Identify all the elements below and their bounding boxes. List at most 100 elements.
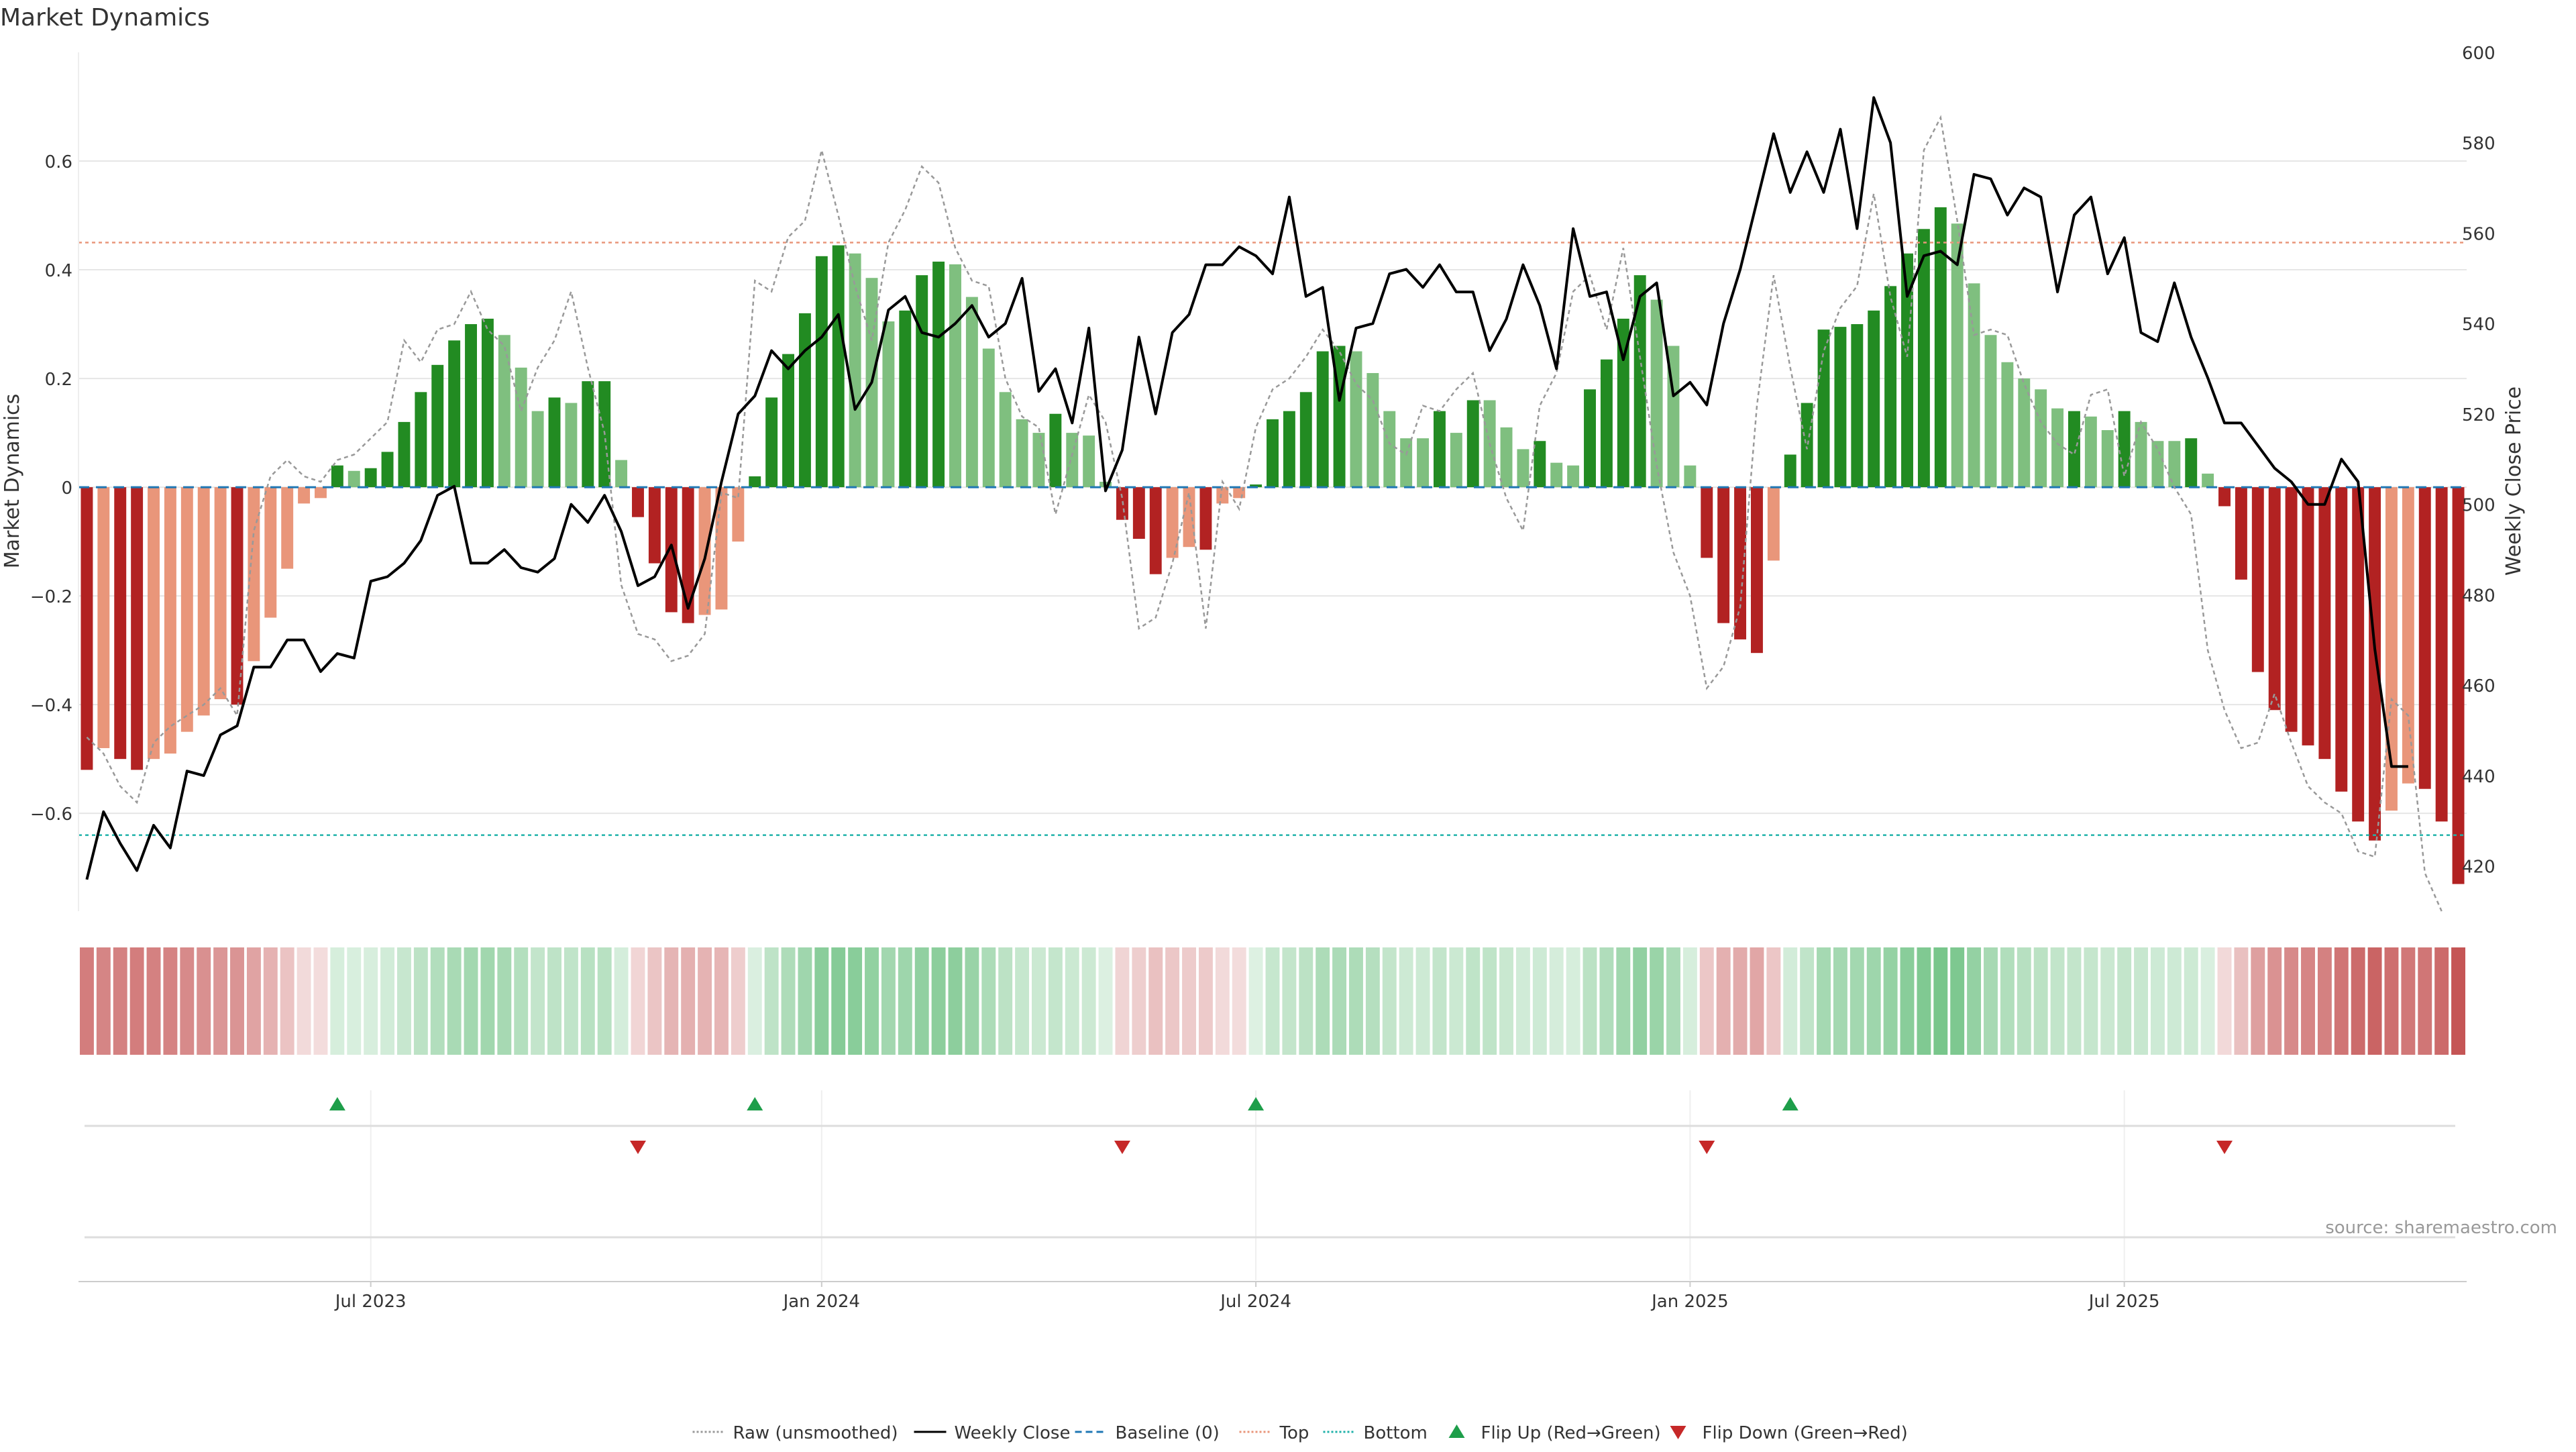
heat-strip-cell: [2301, 947, 2315, 1055]
y-tick-label: 0.6: [45, 152, 72, 172]
flip-up-marker: [1782, 1097, 1799, 1110]
market-dynamics-bar: [1968, 283, 1980, 488]
heat-strip-cell: [898, 947, 912, 1055]
market-dynamics-bar: [1016, 419, 1028, 488]
heat-strip-cell: [1917, 947, 1931, 1055]
heat-strip-cell: [447, 947, 462, 1055]
weekly-close-line: [85, 96, 2408, 880]
market-dynamics-bar: [2285, 487, 2298, 732]
y-tick-label: −0.2: [30, 587, 72, 607]
flip-up-marker: [1248, 1097, 1265, 1110]
heat-strip-cell: [1015, 947, 1030, 1055]
market-dynamics-bar: [2235, 487, 2247, 580]
heat-strip-cell: [1115, 947, 1130, 1055]
heat-strip-cell: [1282, 947, 1297, 1055]
heat-strip-cell: [2434, 947, 2449, 1055]
market-dynamics-bar: [1650, 299, 1663, 488]
heat-strip-cell: [2017, 947, 2031, 1055]
x-tick-label: Jan 2025: [1650, 1292, 1729, 1312]
heat-strip-cell: [1532, 947, 1547, 1055]
market-dynamics-bar: [97, 487, 110, 748]
source-note: source: sharemaestro.com: [2325, 1218, 2557, 1238]
heat-strip-cell: [531, 947, 545, 1055]
heat-strip-cell: [981, 947, 996, 1055]
heat-strip-cell: [2334, 947, 2349, 1055]
market-dynamics-bar: [1283, 411, 1295, 488]
market-dynamics-bar: [1216, 487, 1229, 504]
heat-strip-cell: [380, 947, 395, 1055]
legend-swatch: [1448, 1424, 1465, 1438]
market-dynamics-bar: [2335, 487, 2348, 792]
legend-label: Flip Down (Green→Red): [1703, 1423, 1908, 1443]
heat-strip-cell: [1299, 947, 1313, 1055]
heat-strip-cell: [2284, 947, 2299, 1055]
heat-strip-cell: [79, 947, 94, 1055]
heat-strip-cell: [1800, 947, 1815, 1055]
heat-strip-cell: [2184, 947, 2198, 1055]
market-dynamics-bar: [1550, 462, 1563, 488]
heat-strip-cell: [1148, 947, 1163, 1055]
market-dynamics-bar: [1350, 351, 1362, 488]
market-dynamics-bar: [2118, 411, 2131, 488]
heat-strip-cell: [1833, 947, 1847, 1055]
market-dynamics-bar: [1032, 433, 1045, 488]
heat-strip-cell: [1132, 947, 1146, 1055]
heat-strip-cell: [1332, 947, 1347, 1055]
heat-strip-cell: [631, 947, 645, 1055]
heat-strip-cell: [2418, 947, 2432, 1055]
market-dynamics-bar: [2402, 487, 2414, 784]
market-dynamics-bar: [2352, 487, 2365, 822]
heat-strip-cell: [764, 947, 779, 1055]
heat-strip-cell: [1549, 947, 1564, 1055]
heat-strip-cell: [1699, 947, 1714, 1055]
heat-strip-cell: [948, 947, 963, 1055]
heat-strip-cell: [1599, 947, 1614, 1055]
heat-strip-cell: [848, 947, 863, 1055]
heat-strip-cell: [2317, 947, 2332, 1055]
market-dynamics-bar: [1951, 223, 1964, 488]
market-dynamics-bar: [1466, 400, 1479, 488]
heat-strip-cell: [1165, 947, 1180, 1055]
heat-strip-cell: [1766, 947, 1781, 1055]
heat-strip-cell: [931, 947, 946, 1055]
heat-strip-cell: [464, 947, 478, 1055]
heat-strip-cell: [2150, 947, 2165, 1055]
market-dynamics-bar: [798, 313, 811, 488]
heat-strip-cell: [1182, 947, 1196, 1055]
market-dynamics-bar: [1750, 487, 1763, 654]
x-tick-label: Jan 2024: [782, 1292, 861, 1312]
heat-strip-cell: [1265, 947, 1280, 1055]
flip-up-marker: [329, 1097, 345, 1110]
market-dynamics-bar: [1534, 441, 1546, 488]
flip-down-marker: [1114, 1141, 1130, 1154]
heat-strip-cell: [965, 947, 979, 1055]
heat-strip-cell: [2134, 947, 2149, 1055]
market-dynamics-bar: [498, 335, 511, 488]
legend-label: Weekly Close: [955, 1423, 1071, 1443]
market-dynamics-bar: [1567, 465, 1580, 488]
heat-strip-cell: [1248, 947, 1263, 1055]
heat-strip-cell: [1515, 947, 1530, 1055]
market-dynamics-bar: [1984, 335, 1997, 488]
market-dynamics-bar: [331, 465, 343, 488]
heat-strip-cell: [1967, 947, 1982, 1055]
market-dynamics-bar: [381, 452, 394, 488]
heat-strip-cell: [163, 947, 178, 1055]
market-dynamics-bar: [1250, 484, 1263, 488]
market-dynamics-bar: [2452, 487, 2465, 884]
heat-strip-cell: [2267, 947, 2282, 1055]
market-dynamics-bar: [982, 348, 995, 488]
legend: Raw (unsmoothed) Weekly Close Baseline (0)…: [692, 1423, 1908, 1443]
heat-strip-cell: [1633, 947, 1648, 1055]
market-dynamics-bar: [615, 460, 628, 488]
market-dynamics-bar: [398, 421, 411, 488]
market-dynamics-bar: [2185, 438, 2198, 488]
market-dynamics-bar: [1166, 487, 1179, 558]
heat-strip-cell: [2084, 947, 2098, 1055]
heat-strip-cell: [263, 947, 278, 1055]
heat-strip-cell: [2000, 947, 2015, 1055]
y-tick-label: −0.4: [30, 696, 72, 716]
market-dynamics-bar: [148, 487, 160, 760]
heat-strip-cell: [1449, 947, 1464, 1055]
chart-title: Market Dynamics: [0, 4, 210, 32]
